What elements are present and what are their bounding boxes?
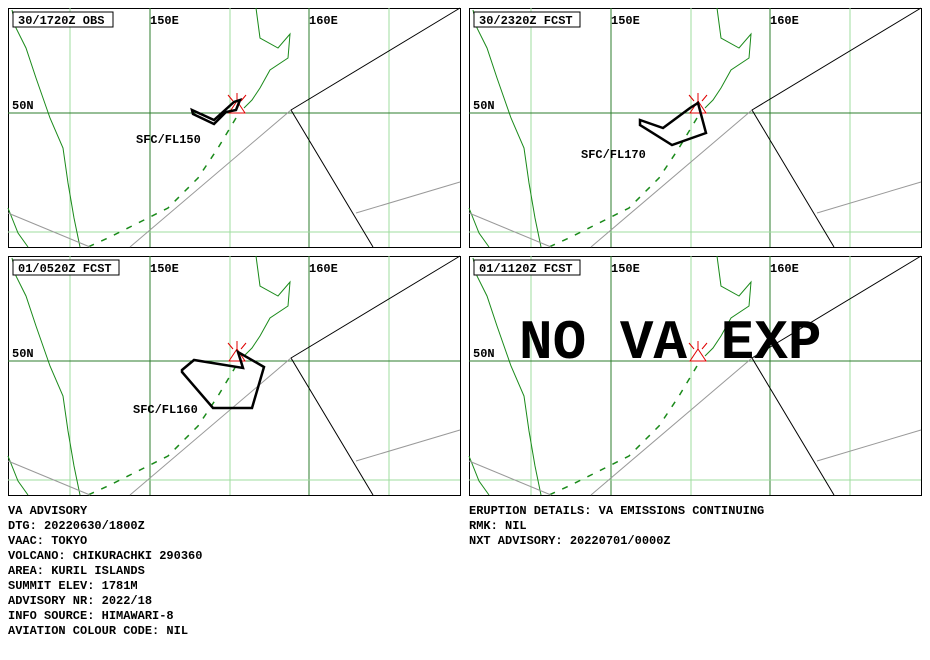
map-panel: 01/0520Z FCST 150E 160E 50N SFC/FL160 bbox=[7, 255, 461, 496]
fir-boundary bbox=[590, 357, 753, 496]
fir-boundary bbox=[590, 109, 753, 248]
advisory-left: VA ADVISORY DTG: 20220630/1800Z VAAC: TOKY… bbox=[8, 504, 202, 639]
coastline bbox=[472, 9, 542, 248]
advisory-line: VAAC: TOKYO bbox=[8, 534, 88, 548]
level-label: SFC/FL170 bbox=[581, 148, 646, 162]
fir-boundary bbox=[816, 429, 922, 462]
panel-frame bbox=[8, 8, 461, 248]
advisory-right: ERUPTION DETAILS: VA EMISSIONS CONTINUIN… bbox=[469, 504, 764, 549]
coastline bbox=[704, 7, 752, 109]
fir-boundary bbox=[355, 429, 461, 462]
fir-boundary bbox=[355, 181, 461, 214]
coastline bbox=[11, 257, 81, 496]
advisory-line: NXT ADVISORY: 20220701/0000Z bbox=[469, 534, 671, 548]
ash-polygon bbox=[180, 349, 266, 410]
volcano-symbol bbox=[227, 93, 247, 114]
volcano-icon bbox=[688, 93, 708, 114]
lon-label: 160E bbox=[770, 14, 799, 28]
advisory-line: AVIATION COLOUR CODE: NIL bbox=[8, 624, 189, 638]
fir-boundary bbox=[468, 212, 552, 248]
volcano-symbol bbox=[688, 341, 708, 362]
fir-boundary bbox=[7, 212, 91, 248]
coastline bbox=[243, 255, 291, 357]
lat-label: 50N bbox=[12, 347, 34, 361]
lon-label: 160E bbox=[309, 14, 338, 28]
advisory-line: VOLCANO: CHIKURACHKI 290360 bbox=[8, 549, 203, 563]
level-label: SFC/FL160 bbox=[133, 403, 198, 417]
coastline bbox=[11, 9, 81, 248]
label-box bbox=[473, 11, 581, 28]
panel-frame bbox=[469, 8, 922, 248]
advisory-line: ADVISORY NR: 2022/18 bbox=[8, 594, 153, 608]
ash-polygon bbox=[190, 97, 243, 126]
coastline bbox=[7, 207, 29, 248]
volcano-icon bbox=[688, 341, 708, 362]
fir-boundary bbox=[129, 109, 292, 248]
coastline bbox=[548, 365, 698, 496]
advisory-line: VA ADVISORY bbox=[8, 504, 88, 518]
advisory-line: AREA: KURIL ISLANDS bbox=[8, 564, 145, 578]
fir-boundary bbox=[816, 181, 922, 214]
lon-label: 150E bbox=[611, 14, 640, 28]
lon-label: 160E bbox=[309, 262, 338, 276]
level-label: SFC/FL150 bbox=[136, 133, 201, 147]
coastline bbox=[87, 117, 237, 248]
coastline bbox=[7, 455, 29, 496]
lon-label: 150E bbox=[150, 14, 179, 28]
lon-label: 150E bbox=[611, 262, 640, 276]
panel-frame bbox=[469, 256, 922, 496]
panel-label: 01/1120Z FCST bbox=[479, 262, 573, 276]
label-box bbox=[12, 259, 120, 276]
lat-label: 50N bbox=[12, 99, 34, 113]
panel-label: 01/0520Z FCST bbox=[18, 262, 112, 276]
advisory-line: DTG: 20220630/1800Z bbox=[8, 519, 145, 533]
fir-boundary bbox=[468, 460, 552, 496]
ash-polygon bbox=[638, 101, 708, 147]
fir-boundary bbox=[7, 460, 91, 496]
panel-label: 30/1720Z OBS bbox=[18, 14, 104, 28]
coastline bbox=[472, 257, 542, 496]
map-panel: 01/1120Z FCST 150E 160E 50N NO VA EXP bbox=[468, 255, 922, 496]
label-box bbox=[12, 11, 114, 28]
advisory-line: SUMMIT ELEV: 1781M bbox=[8, 579, 138, 593]
advisory-line: ERUPTION DETAILS: VA EMISSIONS CONTINUIN… bbox=[469, 504, 765, 518]
coastline bbox=[243, 7, 291, 109]
volcano-icon bbox=[227, 93, 247, 114]
map-panels: 30/1720Z OBS 150E 160E 50N SFC/FL150 30/2320Z… bbox=[7, 7, 922, 496]
advisory-line: RMK: NIL bbox=[469, 519, 527, 533]
panel-label: 30/2320Z FCST bbox=[479, 14, 573, 28]
coastline bbox=[704, 255, 752, 357]
volcano-symbol bbox=[688, 93, 708, 114]
fir-boundary bbox=[129, 357, 292, 496]
panel-frame bbox=[8, 256, 461, 496]
label-box bbox=[473, 259, 581, 276]
lat-label: 50N bbox=[473, 99, 495, 113]
overlay-text: NO VA EXP bbox=[519, 311, 821, 375]
coastline bbox=[468, 455, 490, 496]
coastline bbox=[548, 117, 698, 248]
map-panel: 30/2320Z FCST 150E 160E 50N SFC/FL170 bbox=[468, 7, 922, 248]
lon-label: 150E bbox=[150, 262, 179, 276]
advisory-line: INFO SOURCE: HIMAWARI-8 bbox=[8, 609, 174, 623]
map-panel: 30/1720Z OBS 150E 160E 50N SFC/FL150 bbox=[7, 7, 461, 248]
coastline bbox=[87, 365, 237, 496]
lat-label: 50N bbox=[473, 347, 495, 361]
coastline bbox=[468, 207, 490, 248]
lon-label: 160E bbox=[770, 262, 799, 276]
